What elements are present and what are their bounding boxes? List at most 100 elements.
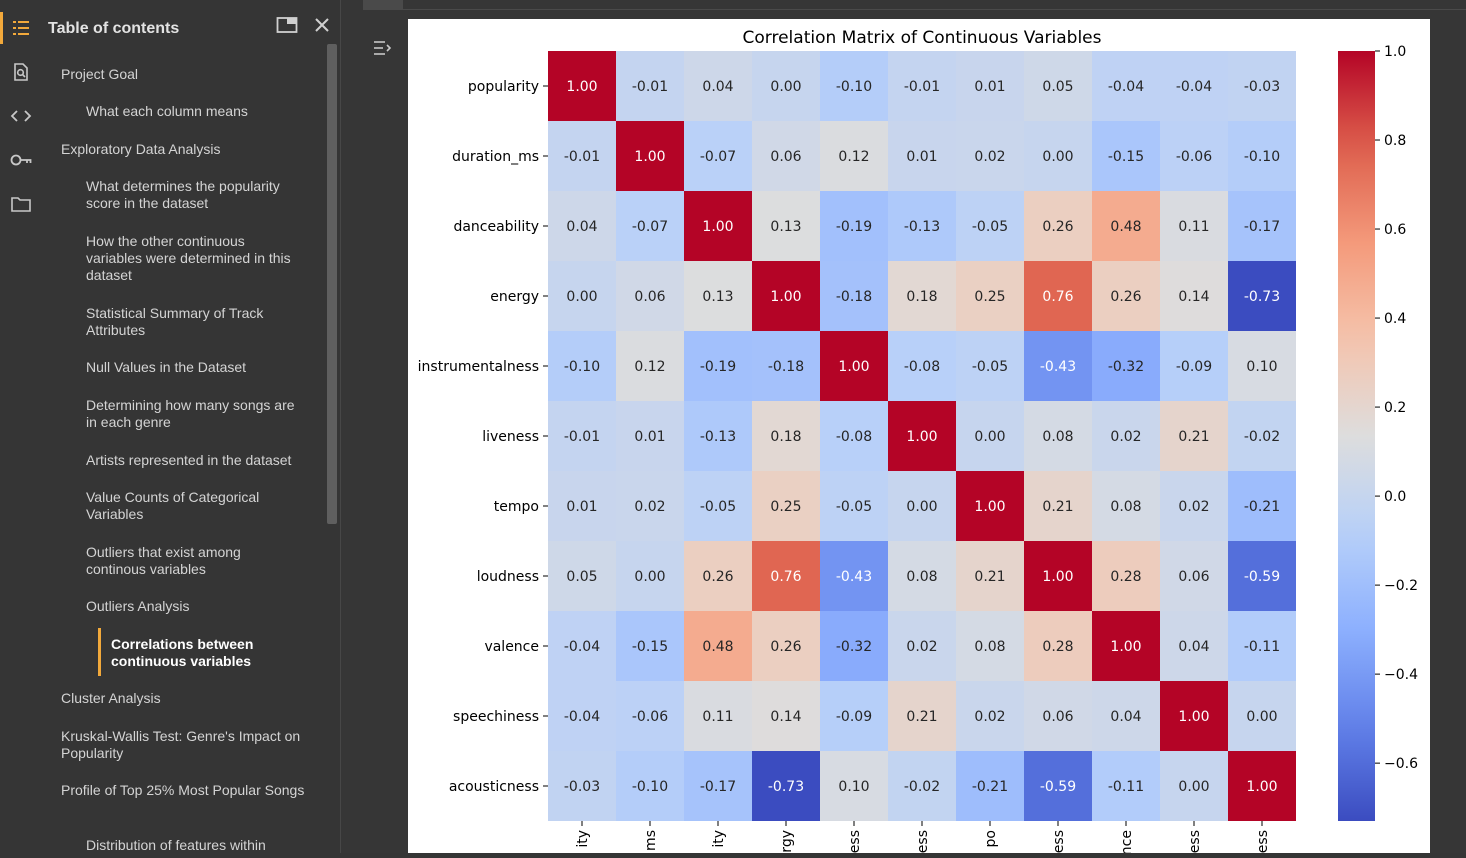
colorbar-tick-label: 0.6	[1384, 222, 1406, 238]
cell-value-label: 0.76	[1042, 289, 1073, 305]
toc-item[interactable]: Project Goal	[61, 66, 139, 82]
cell-value-label: -0.03	[1244, 79, 1280, 95]
x-tick-label: rgy	[779, 830, 795, 853]
cell-value-label: 0.26	[1042, 219, 1073, 235]
heatmap-cell	[616, 51, 684, 121]
cell-value-label: -0.18	[768, 359, 804, 375]
heatmap-cell	[820, 401, 888, 471]
cell-value-label: -0.18	[836, 289, 872, 305]
heatmap-cell	[1228, 401, 1296, 471]
heatmap-cell	[1024, 51, 1092, 121]
heatmap-cell	[888, 541, 956, 611]
cell-value-label: -0.59	[1040, 779, 1076, 795]
cell-value-label: -0.21	[972, 779, 1008, 795]
cell-value-label: 0.18	[906, 289, 937, 305]
cell-value-label: 0.04	[1110, 709, 1141, 725]
cell-value-label: 0.04	[566, 219, 597, 235]
heatmap-cell	[1228, 471, 1296, 541]
heatmap-cell	[684, 611, 752, 681]
cell-value-label: -0.06	[632, 709, 668, 725]
toc-item[interactable]: What each column means	[86, 103, 248, 119]
cell-value-label: -0.19	[700, 359, 736, 375]
toc-item[interactable]: Kruskal-Wallis Test: Genre's Impact on P…	[61, 728, 301, 761]
cell-value-label: 1.00	[634, 149, 665, 165]
cell-value-label: 1.00	[702, 219, 733, 235]
heatmap-cell	[888, 401, 956, 471]
toc-item-active[interactable]: Correlations between continuous variable…	[111, 636, 254, 669]
heatmap-cell	[1024, 751, 1092, 821]
toc-item[interactable]: Statistical Summary of Track Attributes	[86, 305, 264, 338]
cell-value-label: 1.00	[838, 359, 869, 375]
toc-list: Project Goal What each column means Expl…	[42, 58, 330, 853]
cell-value-label: -0.02	[1244, 429, 1280, 445]
code-snippets-icon[interactable]	[0, 100, 42, 132]
cell-value-label: 0.00	[974, 429, 1005, 445]
cell-value-label: 0.08	[906, 569, 937, 585]
cell-value-label: 0.28	[1110, 569, 1141, 585]
cell-value-label: 0.05	[1042, 79, 1073, 95]
heatmap-cell	[956, 681, 1024, 751]
output-actions-button[interactable]	[371, 36, 395, 60]
toc-item[interactable]: Value Counts of Categorical Variables	[86, 489, 260, 522]
cell-value-label: -0.10	[632, 779, 668, 795]
heatmap-cell	[1228, 681, 1296, 751]
colorbar	[1338, 51, 1375, 821]
toc-item[interactable]: What determines the popularity score in …	[86, 178, 280, 211]
cell-value-label: -0.59	[1244, 569, 1280, 585]
close-panel-button[interactable]	[310, 13, 334, 37]
cell-value-label: 0.12	[634, 359, 665, 375]
cell-value-label: 0.12	[838, 149, 869, 165]
toc-item[interactable]: Null Values in the Dataset	[86, 359, 247, 375]
toc-item[interactable]: Artists represented in the dataset	[86, 452, 292, 468]
cell-value-label: 0.00	[1178, 779, 1209, 795]
toc-item[interactable]: Outliers that exist among continous vari…	[86, 544, 241, 577]
heatmap-cell	[956, 611, 1024, 681]
cell-value-label: 0.04	[702, 79, 733, 95]
cell-value-label: 0.06	[1178, 569, 1209, 585]
cell-value-label: -0.11	[1244, 639, 1280, 655]
cell-value-label: 0.21	[906, 709, 937, 725]
cell-value-label: -0.13	[904, 219, 940, 235]
heatmap-cell	[1092, 611, 1160, 681]
cell-value-label: 0.11	[702, 709, 733, 725]
y-tick-label: popularity	[468, 79, 539, 95]
colorbar-tick-label: 1.0	[1384, 44, 1406, 60]
cell-value-label: -0.21	[1244, 499, 1280, 515]
heatmap-cell	[1160, 51, 1228, 121]
heatmap-cell	[752, 261, 820, 331]
y-tick-label: liveness	[482, 429, 539, 445]
heatmap-cell	[820, 191, 888, 261]
colorbar-tick-label: 0.0	[1384, 489, 1406, 505]
open-in-tab-button[interactable]	[275, 13, 299, 37]
cell-value-label: 0.21	[1042, 499, 1073, 515]
find-icon[interactable]	[0, 56, 42, 88]
toc-item[interactable]: Outliers Analysis	[86, 598, 190, 614]
cell-value-label: -0.17	[700, 779, 736, 795]
toc-item[interactable]: How the other continuous variables were …	[86, 233, 291, 283]
heatmap-cell	[1160, 331, 1228, 401]
toc-item[interactable]: Cluster Analysis	[61, 690, 161, 706]
toc-item[interactable]: Exploratory Data Analysis	[61, 141, 221, 157]
toc-item[interactable]: Distribution of features within	[86, 837, 266, 853]
heatmap-cell	[548, 611, 616, 681]
cell-value-label: -0.09	[1176, 359, 1212, 375]
toc-list-icon[interactable]	[0, 12, 42, 44]
toc-item[interactable]: Profile of Top 25% Most Popular Songs	[61, 782, 305, 798]
folder-icon[interactable]	[0, 188, 42, 220]
heatmap-cell	[548, 121, 616, 191]
cell-value-label: 0.06	[634, 289, 665, 305]
heatmap-cell	[1160, 401, 1228, 471]
key-icon[interactable]	[0, 144, 42, 176]
heatmap-cell	[1024, 401, 1092, 471]
cell-value-label: 1.00	[1042, 569, 1073, 585]
toc-scrollbar[interactable]	[327, 44, 337, 524]
heatmap-cell	[1160, 191, 1228, 261]
y-tick-label: instrumentalness	[418, 359, 539, 375]
toc-item[interactable]: Determining how many songs are in each g…	[86, 397, 295, 430]
heatmap-cell	[752, 51, 820, 121]
cell-value-label: -0.73	[1244, 289, 1280, 305]
cell-value-label: 0.05	[566, 569, 597, 585]
heatmap-cell	[616, 191, 684, 261]
heatmap-cell	[1092, 471, 1160, 541]
heatmap-cell	[616, 471, 684, 541]
